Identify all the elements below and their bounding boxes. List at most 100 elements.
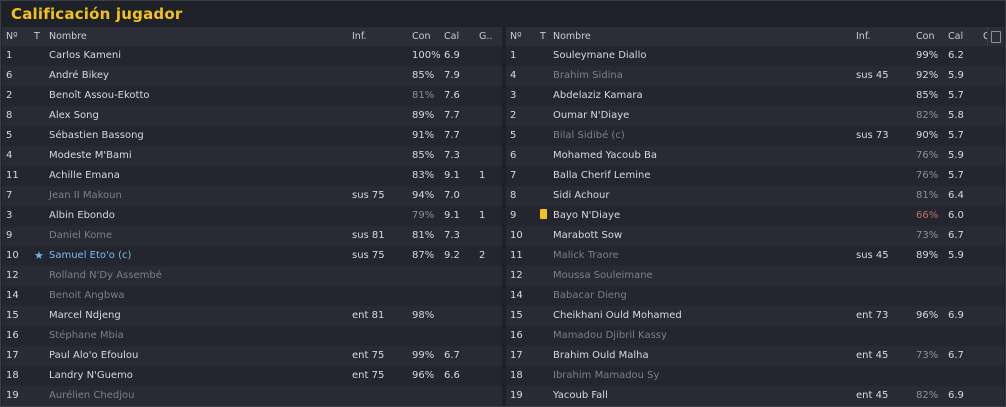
player-row[interactable]: 3 Albin Ebondo 79% 9.1 1 [2,206,502,226]
col-con-header[interactable]: Con [916,31,935,42]
rating-value: 6.6 [444,370,460,381]
player-row[interactable]: 5 Bilal Sidibé (c) sus 73 90% 5.7 [506,126,1004,146]
player-row[interactable]: 3 Abdelaziz Kamara 85% 5.7 [506,86,1004,106]
player-name[interactable]: Babacar Dieng [553,290,627,301]
col-name-header[interactable]: Nombre [553,31,591,42]
player-row[interactable]: 10 ★ Samuel Eto'o (c) sus 75 87% 9.2 2 [2,246,502,266]
col-goals-header[interactable]: G.. [479,31,493,42]
player-name[interactable]: Carlos Kameni [49,50,122,61]
player-name[interactable]: Paul Alo'o Efoulou [49,350,139,361]
player-row[interactable]: 14 Benoit Angbwa [2,286,502,306]
player-name[interactable]: Landry N'Guemo [49,370,133,381]
player-row[interactable]: 11 Malick Traore sus 45 89% 5.9 [506,246,1004,266]
player-row[interactable]: 18 Landry N'Guemo ent 75 96% 6.6 [2,366,502,386]
player-name[interactable]: Rolland N'Dy Assembé [49,270,162,281]
player-row[interactable]: 7 Jean II Makoun sus 75 94% 7.0 [2,186,502,206]
col-inf-header[interactable]: Inf. [352,31,367,42]
rating-value: 6.7 [948,350,964,361]
player-name[interactable]: Souleymane Diallo [553,50,647,61]
player-name[interactable]: Albin Ebondo [49,210,115,221]
player-name[interactable]: Aurélien Chedjou [49,390,135,401]
player-name[interactable]: Benoît Assou-Ekotto [49,90,150,101]
player-row[interactable]: 6 André Bikey 85% 7.9 [2,66,502,86]
rating-value: 5.7 [948,170,964,181]
player-name[interactable]: Daniel Kome [49,230,113,241]
player-row[interactable]: 19 Yacoub Fall ent 45 82% 6.9 [506,386,1004,406]
player-name[interactable]: Balla Cherif Lemine [553,170,651,181]
col-con-header[interactable]: Con [412,31,431,42]
col-t-header[interactable]: T [34,31,40,42]
player-name[interactable]: Marcel Ndjeng [49,310,121,321]
player-name[interactable]: Samuel Eto'o (c) [49,250,132,261]
player-name[interactable]: Malick Traore [553,250,619,261]
player-row[interactable]: 15 Cheikhani Ould Mohamed ent 73 96% 6.9 [506,306,1004,326]
player-name[interactable]: Abdelaziz Kamara [553,90,643,101]
col-inf-header[interactable]: Inf. [856,31,871,42]
player-name[interactable]: Stéphane Mbia [49,330,124,341]
player-number: 19 [6,390,19,401]
player-row[interactable]: 18 Ibrahim Mamadou Sy [506,366,1004,386]
player-row[interactable]: 8 Sidi Achour 81% 6.4 [506,186,1004,206]
player-row[interactable]: 10 Marabott Sow 73% 6.7 [506,226,1004,246]
player-number: 3 [6,210,13,221]
player-name[interactable]: Achille Emana [49,170,120,181]
col-cal-header[interactable]: Cal [948,31,964,42]
player-row[interactable]: 15 Marcel Ndjeng ent 81 98% [2,306,502,326]
player-row[interactable]: 7 Balla Cherif Lemine 76% 5.7 [506,166,1004,186]
player-name[interactable]: Oumar N'Diaye [553,110,630,121]
player-number: 4 [6,150,13,161]
col-t-header[interactable]: T [540,31,546,42]
player-row[interactable]: 12 Rolland N'Dy Assembé [2,266,502,286]
rating-value: 9.1 [444,170,460,181]
player-name[interactable]: Brahim Sidina [553,70,623,81]
player-name[interactable]: Mamadou Djibril Kassy [553,330,667,341]
col-name-header[interactable]: Nombre [49,31,87,42]
player-row[interactable]: 17 Brahim Ould Malha ent 45 73% 6.7 [506,346,1004,366]
condition-value: 92% [916,70,939,81]
player-name[interactable]: André Bikey [49,70,109,81]
player-row[interactable]: 16 Stéphane Mbia [2,326,502,346]
col-number-header[interactable]: Nº [510,31,522,42]
player-name[interactable]: Alex Song [49,110,99,121]
player-name[interactable]: Sidi Achour [553,190,610,201]
player-row[interactable]: 11 Achille Emana 83% 9.1 1 [2,166,502,186]
player-name[interactable]: Modeste M'Bami [49,150,132,161]
player-name[interactable]: Brahim Ould Malha [553,350,649,361]
player-name[interactable]: Ibrahim Mamadou Sy [553,370,660,381]
col-number-header[interactable]: Nº [6,31,18,42]
player-name[interactable]: Marabott Sow [553,230,623,241]
player-row[interactable]: 9 Daniel Kome sus 81 81% 7.3 [2,226,502,246]
player-name[interactable]: Jean II Makoun [49,190,122,201]
condition-value: 79% [412,210,435,221]
condition-value: 76% [916,150,939,161]
player-row[interactable]: 16 Mamadou Djibril Kassy [506,326,1004,346]
player-row[interactable]: 2 Oumar N'Diaye 82% 5.8 [506,106,1004,126]
player-name[interactable]: Sébastien Bassong [49,130,144,141]
rating-value: 7.9 [444,70,460,81]
player-row[interactable]: 2 Benoît Assou-Ekotto 81% 7.6 [2,86,502,106]
player-row[interactable]: 1 Souleymane Diallo 99% 6.2 [506,46,1004,66]
player-row[interactable]: 4 Modeste M'Bami 85% 7.3 [2,146,502,166]
player-name[interactable]: Mohamed Yacoub Ba [553,150,657,161]
column-options-icon[interactable] [987,27,1003,46]
player-row[interactable]: 17 Paul Alo'o Efoulou ent 75 99% 6.7 [2,346,502,366]
player-name[interactable]: Benoit Angbwa [49,290,125,301]
player-name[interactable]: Yacoub Fall [553,390,608,401]
player-row[interactable]: 14 Babacar Dieng [506,286,1004,306]
rating-value: 9.2 [444,250,460,261]
player-row[interactable]: 9 Bayo N'Diaye 66% 6.0 [506,206,1004,226]
player-row[interactable]: 19 Aurélien Chedjou [2,386,502,406]
player-name[interactable]: Cheikhani Ould Mohamed [553,310,682,321]
player-row[interactable]: 4 Brahim Sidina sus 45 92% 5.9 [506,66,1004,86]
player-row[interactable]: 12 Moussa Souleimane [506,266,1004,286]
player-name[interactable]: Bilal Sidibé (c) [553,130,625,141]
player-row[interactable]: 5 Sébastien Bassong 91% 7.7 [2,126,502,146]
player-number: 18 [510,370,523,381]
condition-value: 99% [412,350,435,361]
player-row[interactable]: 8 Alex Song 89% 7.7 [2,106,502,126]
player-row[interactable]: 1 Carlos Kameni 100% 6.9 [2,46,502,66]
player-name[interactable]: Moussa Souleimane [553,270,653,281]
player-row[interactable]: 6 Mohamed Yacoub Ba 76% 5.9 [506,146,1004,166]
col-cal-header[interactable]: Cal [444,31,460,42]
player-name[interactable]: Bayo N'Diaye [553,210,621,221]
